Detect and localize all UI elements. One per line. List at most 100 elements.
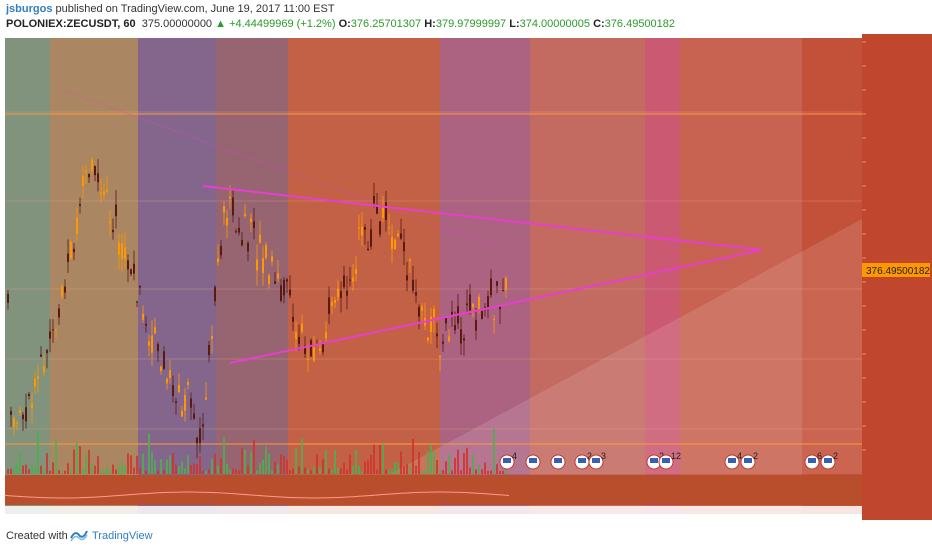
volume-bar <box>259 463 261 474</box>
volume-bar <box>85 453 87 474</box>
candle-body <box>472 303 474 308</box>
event-marker-icon[interactable] <box>550 454 566 470</box>
candle-body <box>496 281 498 286</box>
candle-body <box>55 328 57 330</box>
volume-bar <box>277 464 279 474</box>
candle-body <box>361 226 363 236</box>
event-marker-icon[interactable]: 3 <box>588 451 606 470</box>
chart-area[interactable]: 4232124262 376.49500182 <box>0 34 932 520</box>
candle-body <box>454 325 456 331</box>
author-link[interactable]: jsburgos <box>6 3 53 15</box>
volume-bar <box>145 470 147 474</box>
price-chart[interactable]: 4232124262 376.49500182 <box>0 34 932 520</box>
candle-body <box>154 327 156 334</box>
candle-body <box>193 413 195 419</box>
volume-bar <box>343 462 345 474</box>
volume-bar <box>436 460 438 474</box>
event-count: 2 <box>753 451 758 461</box>
candle-body <box>274 281 276 284</box>
candle-body <box>466 303 468 306</box>
flag-icon <box>578 458 586 463</box>
volume-bar <box>121 462 123 474</box>
volume-bar <box>7 469 9 474</box>
volume-bar <box>73 449 75 474</box>
candle-body <box>145 323 147 326</box>
event-marker-icon[interactable]: 4 <box>499 451 517 470</box>
candle-body <box>130 269 132 275</box>
volume-bar <box>454 457 456 474</box>
background-band <box>50 38 138 514</box>
high-label: H: <box>424 18 436 30</box>
volume-bar <box>271 470 273 474</box>
volume-bar <box>421 470 423 474</box>
candle-body <box>211 336 213 340</box>
volume-bar <box>100 470 102 474</box>
candle-body <box>118 242 120 255</box>
candle-body <box>208 344 210 356</box>
tradingview-brand-link[interactable]: TradingView <box>92 530 153 542</box>
flag-icon <box>824 458 832 463</box>
candle-body <box>127 260 129 270</box>
event-marker-icon[interactable] <box>525 454 541 470</box>
volume-bar <box>226 463 228 474</box>
candle-body <box>172 385 174 396</box>
high-value: 379.97999997 <box>435 18 507 30</box>
event-marker-icon[interactable]: 2 <box>574 451 592 470</box>
event-marker-icon[interactable]: 6 <box>804 451 822 470</box>
candle-body <box>412 279 414 291</box>
volume-bar <box>463 452 465 474</box>
volume-bar <box>151 451 153 474</box>
candle-body <box>157 344 159 352</box>
event-marker-icon[interactable]: 2 <box>820 451 838 470</box>
volume-bar <box>112 464 114 474</box>
candle-body <box>403 242 405 252</box>
candle-body <box>370 229 372 247</box>
candle-body <box>364 227 366 230</box>
volume-bar <box>334 450 336 474</box>
candle-body <box>16 422 18 424</box>
trendline-faint <box>59 88 501 250</box>
candle-body <box>418 306 420 317</box>
candle-body <box>460 329 462 344</box>
price-label: 376.49500182 <box>866 266 930 277</box>
candle-body <box>298 336 300 345</box>
candle-body <box>463 338 465 341</box>
candle-body <box>175 401 177 403</box>
volume-bar <box>391 468 393 474</box>
candle-body <box>388 227 390 229</box>
tradingview-logo-icon <box>70 530 88 542</box>
event-marker-icon[interactable]: 12 <box>658 451 681 470</box>
candle-body <box>322 342 324 353</box>
volume-bar <box>373 444 375 474</box>
candle-body <box>331 301 333 306</box>
candle-body <box>202 424 204 427</box>
background-band <box>680 38 802 514</box>
candle-body <box>244 213 246 216</box>
volume-bar <box>427 450 429 474</box>
candle-body <box>250 218 252 222</box>
candle-body <box>313 347 315 361</box>
candle-body <box>46 350 48 354</box>
candle-body <box>310 340 312 357</box>
volume-bar <box>241 448 243 474</box>
candle-body <box>76 217 78 234</box>
symbol-label[interactable]: POLONIEX:ZECUSDT, 60 <box>6 18 136 30</box>
candle-body <box>445 318 447 324</box>
volume-bar <box>97 456 99 474</box>
volume-bar <box>346 469 348 474</box>
candle-body <box>325 332 327 339</box>
candle-body <box>235 231 237 233</box>
volume-bar <box>205 470 207 474</box>
candle-body <box>487 296 489 308</box>
volume-bar <box>163 470 165 474</box>
volume-bar <box>457 449 459 474</box>
event-marker-icon[interactable]: 2 <box>740 451 758 470</box>
volume-bar <box>253 439 255 474</box>
volume-bar <box>193 463 195 474</box>
candle-body <box>70 241 72 259</box>
candle-body <box>226 218 228 226</box>
event-marker-icon[interactable]: 4 <box>724 451 742 470</box>
chart-header: jsburgos published on TradingView.com, J… <box>0 0 932 34</box>
candle-body <box>52 329 54 331</box>
background-band <box>216 38 288 514</box>
